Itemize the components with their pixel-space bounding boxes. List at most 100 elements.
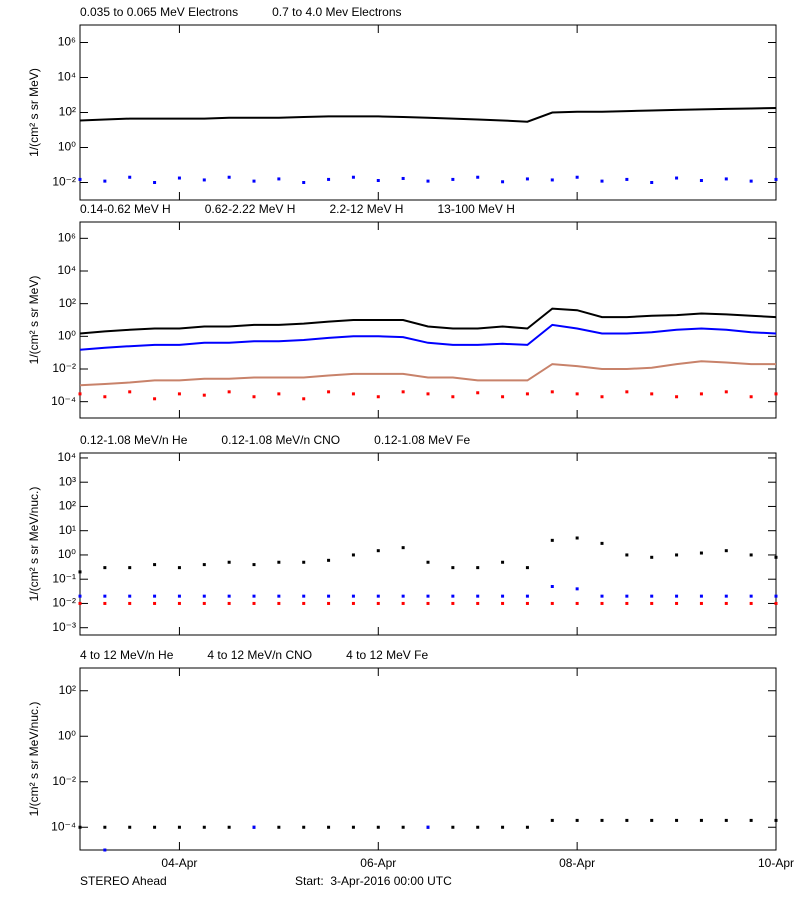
series-point [202,825,206,829]
series-point [202,601,206,605]
series-point [426,560,430,564]
series-point [724,818,728,822]
y-tick-label: 10⁻² [52,175,76,189]
series-line [79,360,776,387]
y-tick-label: 10⁰ [58,547,76,561]
series-point [675,818,679,822]
series-point [302,601,306,605]
series-point [724,177,728,181]
plot-frame [79,667,777,851]
series-point [550,601,554,605]
series-point [277,594,281,598]
series-point [78,392,82,396]
legend-entry: 0.035 to 0.065 MeV Electrons [80,5,238,19]
series-point [177,601,181,605]
series-point [78,594,82,598]
series-point [600,594,604,598]
series-point [699,601,703,605]
y-tick-label: 10⁶ [58,35,76,49]
series-point [302,181,306,184]
series-point [600,179,604,183]
series-point [774,818,778,822]
series-point [128,566,132,570]
series-point [103,848,107,852]
series-point [351,392,355,396]
series-point [749,553,753,557]
series-point [103,601,107,605]
series-point [550,818,554,822]
y-tick-label: 10⁻⁴ [51,819,76,833]
legend-entry: 4 to 12 MeV/n CNO [207,648,312,662]
legend-entry: 0.62-2.22 MeV H [205,202,296,216]
series-point [177,566,181,570]
series-point [575,392,579,396]
series-point [550,390,554,394]
series-point [501,560,505,564]
y-axis-label: 1/(cm² s sr MeV) [27,68,41,157]
series-point [451,566,455,570]
series-point [749,395,753,399]
series-point [103,179,107,183]
legend-entry: 13-100 MeV H [437,202,514,216]
series-point [525,825,529,829]
series-point [103,395,107,399]
series-point [525,601,529,605]
series-point [78,825,82,829]
series-point [376,549,380,553]
y-tick-label: 10⁰ [58,140,76,154]
series-point [252,179,256,183]
series-point [675,395,679,399]
series-point [153,594,157,598]
series-point [600,818,604,822]
series-line [79,323,777,351]
series-point [749,601,753,605]
series-point [376,395,380,399]
series-point [550,538,554,542]
series-point [476,566,480,570]
x-tick-label: 10-Apr [758,856,794,870]
series-point [128,390,132,394]
series-point [600,541,604,545]
series-point [550,178,554,182]
series-point [501,825,505,829]
series-point [351,175,355,179]
series-point [774,594,778,598]
series-point [103,825,107,829]
series-point [575,818,579,822]
series-point [699,179,703,183]
series-point [501,180,505,184]
series-point [451,825,455,829]
series-point [426,179,430,183]
series-point [302,594,306,598]
series-point [451,594,455,598]
y-tick-label: 10¹ [59,523,76,537]
series-point [327,825,331,829]
y-axis-label: 1/(cm² s sr MeV/nuc.) [27,702,41,817]
series-point [202,178,206,182]
series-point [501,395,505,399]
series-point [401,825,405,829]
series-point [575,175,579,179]
series-point [724,549,728,553]
y-tick-label: 10⁻³ [52,620,76,634]
y-tick-label: 10⁰ [58,728,76,742]
legend-entry: 4 to 12 MeV/n He [80,648,174,662]
series-point [675,594,679,598]
series-point [227,560,231,564]
y-tick-label: 10⁻² [52,596,76,610]
series-point [252,601,256,605]
series-point [327,177,331,181]
series-point [128,601,132,605]
series-point [476,594,480,598]
series-point [78,177,82,181]
series-point [525,392,529,396]
series-point [327,558,331,562]
legend-entry: 4 to 12 MeV Fe [346,648,428,662]
series-point [476,825,480,829]
legend-entry: 0.12-1.08 MeV/n He [80,433,188,447]
series-point [476,175,480,179]
series-point [625,177,629,181]
series-point [128,175,132,179]
series-point [401,546,405,550]
